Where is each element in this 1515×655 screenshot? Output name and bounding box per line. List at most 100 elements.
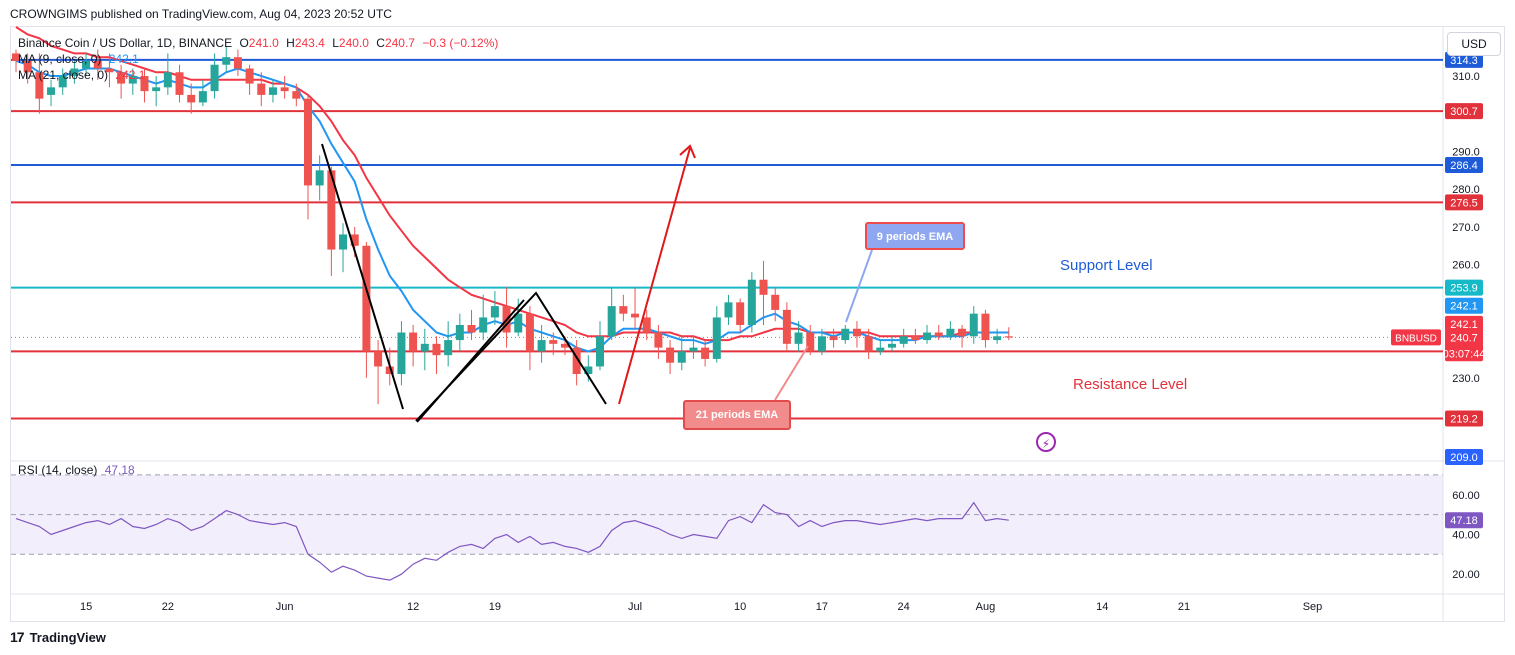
candle-body	[724, 302, 733, 318]
candle	[117, 64, 126, 99]
candle	[198, 79, 207, 107]
candle-body	[911, 336, 920, 341]
candle	[596, 321, 604, 371]
level-badge: 219.2	[1445, 410, 1483, 427]
candle-body	[514, 313, 523, 333]
candle	[187, 83, 196, 114]
candle-body	[397, 332, 406, 375]
price-tick-label: 310.0	[1452, 71, 1480, 83]
candle	[852, 321, 861, 348]
badge-label: 209.0	[1450, 452, 1478, 464]
candle-body	[981, 313, 990, 341]
time-tick-label: Jun	[276, 601, 294, 613]
candle-body	[829, 336, 838, 341]
badge-label: 219.2	[1450, 414, 1478, 426]
badge-bg	[1445, 157, 1483, 174]
grid	[11, 27, 1505, 621]
candle-body	[233, 57, 242, 69]
candle-body	[876, 347, 885, 352]
candle	[315, 155, 324, 201]
close-label: C	[376, 36, 385, 50]
candle	[12, 49, 20, 73]
candle	[958, 324, 967, 348]
ema21-callout[interactable]: 21 periods EMA	[683, 400, 791, 430]
candle	[397, 321, 406, 386]
ema9-callout[interactable]: 9 periods EMA	[865, 222, 965, 250]
candle-body	[420, 343, 429, 352]
ma21-row[interactable]: MA (21, close, 0) 242.1	[18, 67, 498, 83]
tradingview-logo-icon: 17	[10, 629, 25, 645]
time-tick-label: Aug	[976, 601, 996, 613]
candle-body	[187, 94, 196, 103]
price-badge: 03:07:44	[1443, 345, 1485, 362]
currency-button[interactable]: USD	[1447, 32, 1501, 56]
candle-body	[654, 332, 663, 348]
support-level-text[interactable]: Support Level	[1060, 257, 1153, 274]
time-tick-label: 14	[1096, 601, 1108, 613]
time-tick-label: 19	[489, 601, 501, 613]
candle	[876, 340, 885, 356]
candle-body	[701, 347, 710, 359]
candle-body	[339, 234, 348, 250]
candle	[490, 291, 499, 325]
badge-label: 286.4	[1450, 160, 1478, 172]
badge-label: 314.3	[1450, 55, 1478, 67]
candle	[981, 309, 990, 348]
rsi-line	[15, 501, 1009, 581]
candle	[631, 287, 640, 329]
candle-body	[385, 366, 394, 375]
pattern-leg-3[interactable]	[415, 291, 607, 422]
publisher-line: CROWNGIMS published on TradingView.com, …	[10, 7, 392, 21]
time-tick-label: 22	[162, 601, 174, 613]
rsi-panel-background	[11, 474, 1443, 555]
level-badge: 300.7	[1445, 103, 1483, 120]
legend: Binance Coin / US Dollar, 1D, BINANCE O2…	[18, 35, 498, 83]
rsi-tick-label: 20.00	[1452, 569, 1480, 581]
ma9-row[interactable]: MA (9, close, 0) 242.1	[18, 51, 498, 67]
candle-body	[736, 302, 745, 325]
candle-body	[210, 64, 219, 92]
ma21-value: 242.1	[115, 68, 146, 82]
candle-body	[467, 324, 476, 333]
candle	[782, 302, 791, 352]
candle	[642, 309, 651, 341]
price-tick-label: 270.0	[1452, 222, 1480, 234]
candle-body	[747, 279, 756, 325]
high-label: H	[286, 36, 295, 50]
candle-body	[23, 60, 32, 73]
candle-body	[93, 60, 102, 69]
candle-body	[888, 343, 896, 348]
candle	[409, 324, 418, 367]
candle	[210, 53, 219, 99]
ma9-label: MA (9, close, 0)	[18, 52, 102, 66]
candle	[304, 94, 312, 220]
candle	[420, 328, 429, 371]
price-tick-label: 230.0	[1452, 373, 1480, 385]
rsi-value: 47.18	[104, 463, 135, 477]
resistance-level-text[interactable]: Resistance Level	[1073, 376, 1188, 393]
candle	[257, 72, 266, 107]
candle	[747, 272, 756, 333]
candle-body	[806, 332, 815, 352]
pattern-leg-1[interactable]	[321, 143, 404, 410]
candle-body	[490, 306, 499, 318]
badge-bg	[1445, 410, 1483, 427]
badge-bg	[1445, 512, 1483, 529]
level-badge: 253.9	[1445, 279, 1483, 296]
badge-bg	[1445, 103, 1483, 120]
breakout-arrow[interactable]	[618, 147, 691, 405]
candle	[47, 79, 56, 107]
candle-body	[70, 68, 79, 77]
candle-body	[315, 170, 324, 186]
candle	[537, 324, 546, 363]
candle-body	[198, 91, 207, 103]
candle	[280, 76, 289, 99]
candle-body	[479, 317, 488, 333]
candle	[759, 260, 768, 325]
lightning-icon[interactable]: ⚡	[1036, 432, 1056, 452]
candle	[35, 53, 44, 114]
candle	[163, 53, 172, 95]
rsi-legend[interactable]: RSI (14, close) 47.18	[18, 463, 135, 477]
level-badge: 276.5	[1445, 194, 1483, 211]
